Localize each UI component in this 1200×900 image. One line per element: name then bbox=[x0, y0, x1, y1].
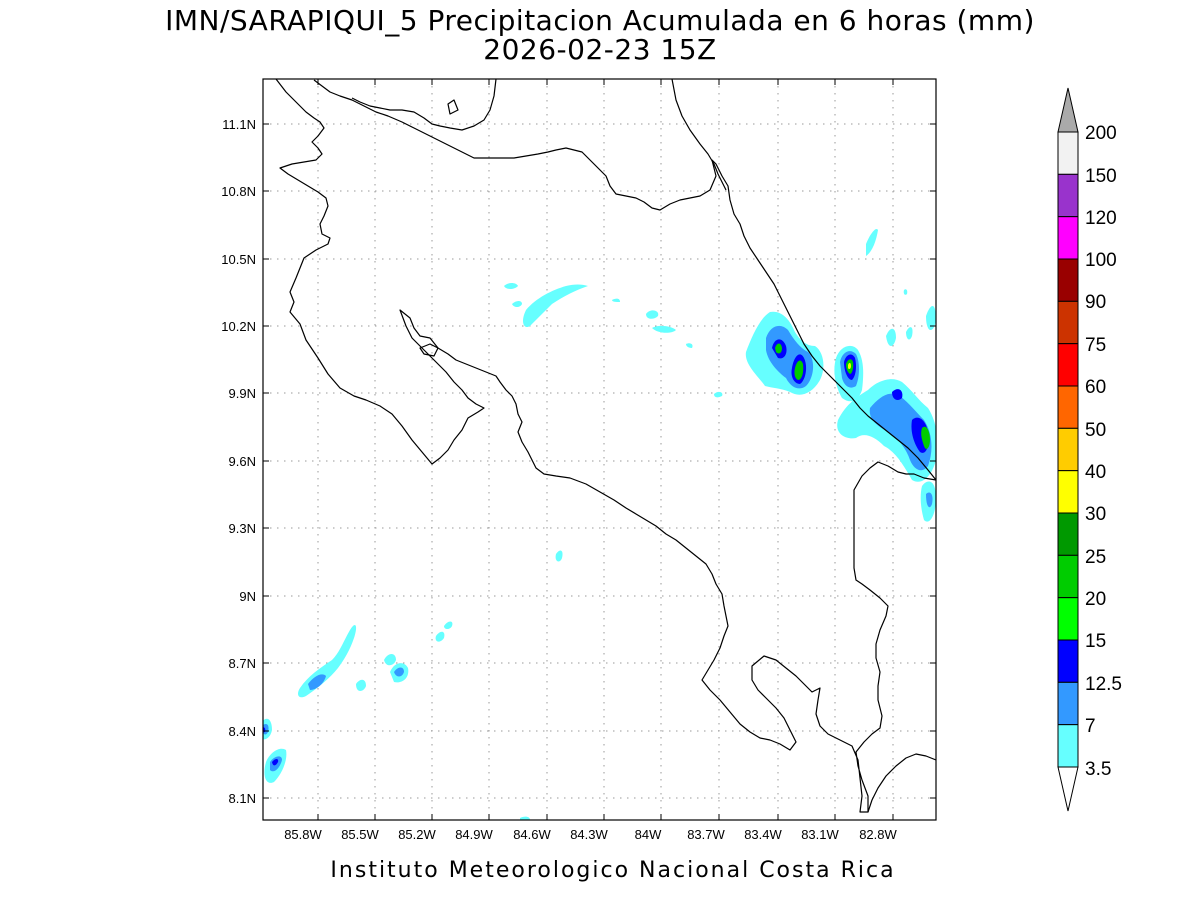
colorbar-label: 75 bbox=[1085, 335, 1106, 356]
lat-label: 10.5N bbox=[221, 252, 256, 267]
precip-cell-limon-north bbox=[745, 311, 824, 395]
lat-label: 8.7N bbox=[229, 656, 256, 671]
lat-label: 8.1N bbox=[229, 791, 256, 806]
colorbar-label: 100 bbox=[1085, 250, 1117, 271]
colorbar-label: 50 bbox=[1085, 420, 1106, 441]
precipitation-fields bbox=[263, 228, 936, 820]
colorbar-label: 90 bbox=[1085, 292, 1106, 313]
precip-band-sarapiqui bbox=[504, 283, 723, 562]
precip-cells-pacific bbox=[263, 621, 530, 820]
lon-label: 85.2W bbox=[398, 827, 436, 842]
colorbar: 200 150 120 100 90 75 60 50 40 30 25 20 … bbox=[1057, 87, 1122, 812]
latitude-axis: 11.1N 10.8N 10.5N 10.2N 9.9N 9.6N 9.3N 9… bbox=[221, 117, 256, 806]
lon-label: 85.8W bbox=[284, 827, 322, 842]
lat-label: 9N bbox=[239, 589, 256, 604]
colorbar-segment bbox=[1057, 512, 1079, 556]
colorbar-lower-arrow bbox=[1057, 766, 1079, 812]
colorbar-label: 20 bbox=[1085, 589, 1106, 610]
colorbar-segment bbox=[1057, 681, 1079, 726]
colorbar-segments bbox=[1057, 131, 1079, 768]
colorbar-label: 30 bbox=[1085, 504, 1106, 525]
graticule-grid bbox=[263, 79, 936, 820]
lat-label: 10.8N bbox=[221, 184, 256, 199]
axis-tickmarks bbox=[263, 79, 936, 820]
lon-label: 83.7W bbox=[687, 827, 725, 842]
lat-label: 9.9N bbox=[229, 386, 256, 401]
lon-label: 84.9W bbox=[455, 827, 493, 842]
lon-label: 84.3W bbox=[570, 827, 608, 842]
lat-label: 10.2N bbox=[221, 319, 256, 334]
lon-label: 84W bbox=[635, 827, 662, 842]
lon-label: 85.5W bbox=[341, 827, 379, 842]
colorbar-segment bbox=[1057, 470, 1079, 514]
colorbar-label: 60 bbox=[1085, 377, 1106, 398]
plot-area bbox=[263, 79, 936, 820]
lon-label: 84.6W bbox=[513, 827, 551, 842]
lat-label: 9.6N bbox=[229, 454, 256, 469]
lat-label: 8.4N bbox=[229, 724, 256, 739]
colorbar-segment bbox=[1057, 554, 1079, 599]
precip-cell-limon-central bbox=[834, 345, 864, 402]
colorbar-label: 40 bbox=[1085, 462, 1106, 483]
colorbar-segment bbox=[1057, 385, 1079, 429]
longitude-axis: 85.8W 85.5W 85.2W 84.9W 84.6W 84.3W 84W … bbox=[284, 827, 897, 842]
colorbar-label: 25 bbox=[1085, 547, 1106, 568]
colorbar-segment bbox=[1057, 300, 1079, 345]
colorbar-segment bbox=[1057, 427, 1079, 472]
colorbar-label: 200 bbox=[1085, 123, 1117, 144]
colorbar-label: 12.5 bbox=[1085, 674, 1122, 695]
lat-label: 11.1N bbox=[222, 117, 256, 132]
colorbar-segment bbox=[1057, 216, 1079, 260]
colorbar-label: 7 bbox=[1085, 716, 1096, 737]
colorbar-label: 3.5 bbox=[1085, 759, 1111, 780]
colorbar-segment bbox=[1057, 639, 1079, 683]
map-subtitle-datetime: 2026-02-23 15Z bbox=[483, 33, 716, 66]
colorbar-segment bbox=[1057, 258, 1079, 302]
colorbar-label: 120 bbox=[1085, 208, 1117, 229]
lon-label: 82.8W bbox=[859, 827, 897, 842]
lon-label: 83.4W bbox=[744, 827, 782, 842]
colorbar-segment bbox=[1057, 173, 1079, 218]
colorbar-label: 150 bbox=[1085, 166, 1117, 187]
colorbar-label: 15 bbox=[1085, 631, 1106, 652]
colorbar-segment bbox=[1057, 724, 1079, 768]
colorbar-segment bbox=[1057, 343, 1079, 387]
lon-label: 83.1W bbox=[801, 827, 839, 842]
colorbar-segment bbox=[1057, 131, 1079, 175]
colorbar-segment bbox=[1057, 597, 1079, 641]
map-title: IMN/SARAPIQUI_5 Precipitacion Acumulada … bbox=[165, 4, 1035, 37]
coastlines-borders bbox=[275, 79, 936, 813]
plot-frame bbox=[262, 78, 937, 821]
lat-label: 9.3N bbox=[229, 521, 256, 536]
institution-credit: Instituto Meteorologico Nacional Costa R… bbox=[330, 858, 895, 883]
colorbar-upper-arrow bbox=[1057, 87, 1079, 133]
